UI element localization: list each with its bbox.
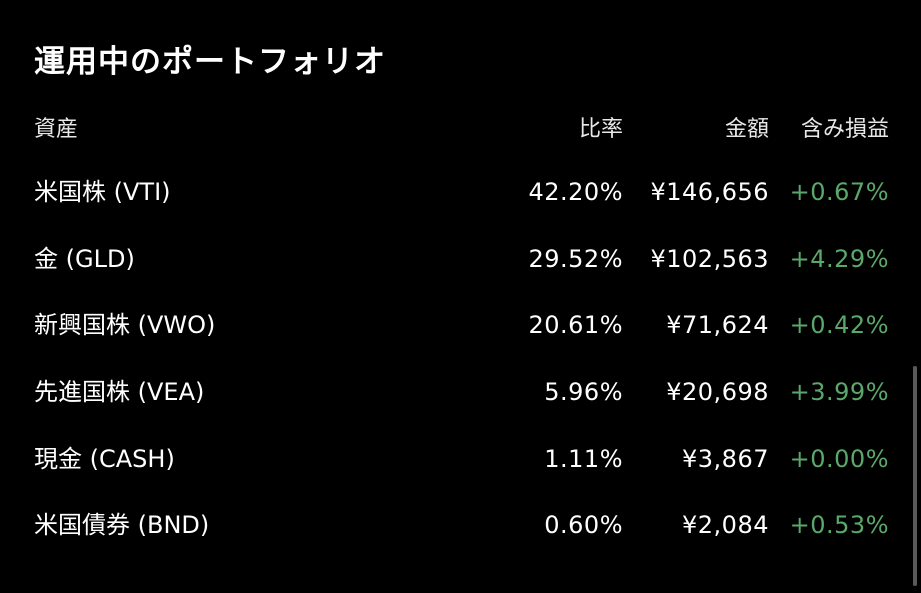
vertical-scrollbar[interactable] xyxy=(913,366,917,586)
asset-pnl: +0.42% xyxy=(789,311,889,339)
asset-amount: ¥146,656 xyxy=(650,178,769,206)
asset-amount: ¥20,698 xyxy=(666,378,769,406)
column-header-ratio: 比率 xyxy=(578,117,623,142)
asset-name: 米国株 (VTI) xyxy=(34,178,171,206)
asset-pnl: +0.67% xyxy=(789,178,889,206)
asset-name: 新興国株 (VWO) xyxy=(34,311,216,339)
asset-ratio: 5.96% xyxy=(544,378,623,406)
page-title: 運用中のポートフォリオ xyxy=(34,44,386,80)
asset-amount: ¥2,084 xyxy=(682,511,769,539)
table-row[interactable]: 米国債券 (BND) 0.60% ¥2,084 +0.53% xyxy=(0,505,921,545)
asset-ratio: 42.20% xyxy=(528,178,623,206)
asset-pnl: +4.29% xyxy=(789,245,889,273)
asset-pnl: +3.99% xyxy=(789,378,889,406)
asset-name: 先進国株 (VEA) xyxy=(34,378,205,406)
asset-name: 金 (GLD) xyxy=(34,245,135,273)
asset-ratio: 1.11% xyxy=(544,445,623,473)
table-row[interactable]: 米国株 (VTI) 42.20% ¥146,656 +0.67% xyxy=(0,172,921,212)
table-row[interactable]: 先進国株 (VEA) 5.96% ¥20,698 +3.99% xyxy=(0,372,921,412)
asset-ratio: 20.61% xyxy=(528,311,623,339)
asset-amount: ¥3,867 xyxy=(682,445,769,473)
column-header-amount: 金額 xyxy=(724,117,769,142)
table-row[interactable]: 新興国株 (VWO) 20.61% ¥71,624 +0.42% xyxy=(0,305,921,345)
asset-name: 米国債券 (BND) xyxy=(34,511,210,539)
asset-ratio: 0.60% xyxy=(544,511,623,539)
table-header: 資産 比率 金額 含み損益 xyxy=(0,110,921,150)
asset-ratio: 29.52% xyxy=(528,245,623,273)
table-row[interactable]: 現金 (CASH) 1.11% ¥3,867 +0.00% xyxy=(0,439,921,479)
asset-pnl: +0.00% xyxy=(789,445,889,473)
asset-amount: ¥102,563 xyxy=(650,245,769,273)
asset-name: 現金 (CASH) xyxy=(34,445,175,473)
table-row[interactable]: 金 (GLD) 29.52% ¥102,563 +4.29% xyxy=(0,239,921,279)
asset-pnl: +0.53% xyxy=(789,511,889,539)
column-header-pnl: 含み損益 xyxy=(800,117,889,142)
column-header-asset: 資産 xyxy=(34,117,79,142)
asset-amount: ¥71,624 xyxy=(666,311,769,339)
